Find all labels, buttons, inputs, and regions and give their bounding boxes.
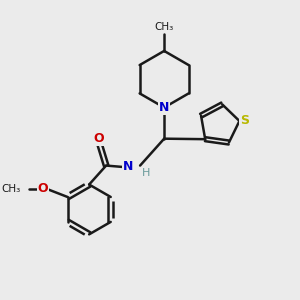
Text: CH₃: CH₃	[154, 22, 174, 32]
Text: O: O	[38, 182, 48, 195]
Text: N: N	[159, 101, 169, 114]
Text: H: H	[142, 168, 150, 178]
Text: N: N	[123, 160, 133, 173]
Text: CH₃: CH₃	[2, 184, 21, 194]
Text: S: S	[240, 115, 249, 128]
Text: O: O	[93, 133, 104, 146]
